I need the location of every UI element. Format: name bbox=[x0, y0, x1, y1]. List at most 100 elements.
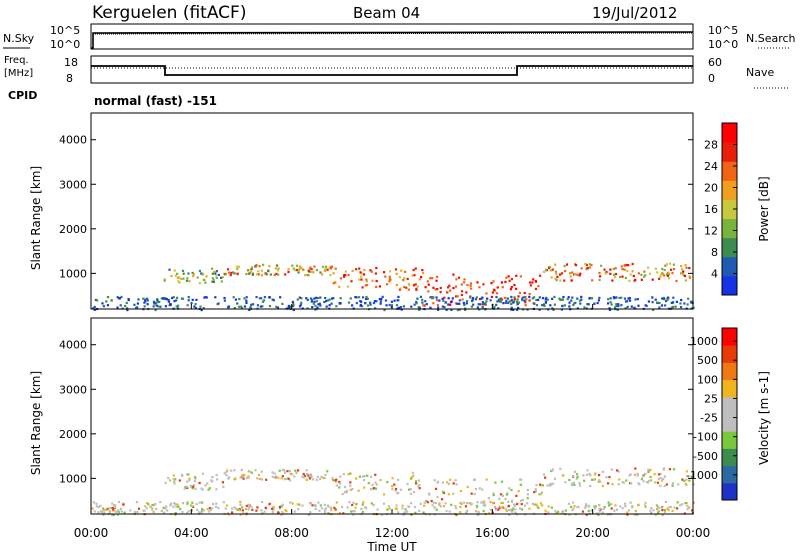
velocity-point bbox=[450, 503, 453, 506]
power-point bbox=[498, 300, 501, 303]
velocity-point bbox=[172, 477, 175, 481]
velocity-point bbox=[351, 510, 355, 513]
power-point bbox=[265, 273, 268, 276]
velocity-point bbox=[111, 506, 114, 510]
power-point bbox=[200, 308, 203, 312]
velocity-point bbox=[409, 477, 413, 480]
velocity-point bbox=[413, 505, 417, 509]
power-point bbox=[155, 304, 158, 307]
velocity-point bbox=[432, 501, 435, 504]
velocity-point bbox=[433, 506, 437, 509]
velocity-point bbox=[649, 475, 652, 479]
velocity-point bbox=[271, 510, 274, 514]
power-point bbox=[656, 301, 659, 304]
power-point bbox=[413, 274, 416, 277]
power-point bbox=[521, 297, 524, 300]
power-point bbox=[542, 303, 546, 306]
noise-panel-frame bbox=[90, 23, 694, 50]
power-point bbox=[381, 295, 384, 298]
velocity-point bbox=[442, 505, 446, 508]
velocity-point bbox=[169, 502, 173, 505]
nave-tick-top: 60 bbox=[708, 56, 722, 69]
power-point bbox=[524, 304, 527, 307]
power-point bbox=[332, 272, 335, 275]
power-point bbox=[245, 296, 248, 299]
power-point bbox=[538, 274, 542, 277]
velocity-point bbox=[684, 482, 687, 485]
power-point bbox=[499, 297, 502, 300]
velocity-point bbox=[349, 488, 352, 492]
velocity-point bbox=[631, 506, 634, 509]
power-point bbox=[497, 298, 501, 301]
velocity-point bbox=[571, 474, 575, 477]
power-point bbox=[445, 308, 448, 312]
velocity-point bbox=[280, 477, 283, 480]
power-point bbox=[666, 274, 670, 277]
velocity-point bbox=[346, 506, 349, 509]
velocity-point bbox=[260, 470, 263, 473]
power-point bbox=[162, 297, 166, 300]
velocity-point bbox=[302, 472, 305, 476]
power-point bbox=[277, 267, 280, 270]
velocity-point bbox=[333, 506, 336, 509]
power-point bbox=[380, 297, 383, 301]
power-point bbox=[403, 277, 406, 280]
velocity-point bbox=[97, 506, 100, 509]
power-point bbox=[579, 302, 582, 305]
velocity-point bbox=[671, 482, 675, 485]
power-point bbox=[411, 274, 414, 277]
power-point bbox=[551, 297, 554, 300]
power-point bbox=[164, 305, 167, 308]
power-point bbox=[687, 297, 690, 300]
colorbar-tick-label: 28 bbox=[704, 139, 718, 152]
power-point bbox=[177, 276, 181, 279]
velocity-point bbox=[338, 480, 341, 484]
power-point bbox=[365, 283, 369, 287]
power-point bbox=[469, 287, 473, 290]
power-point bbox=[441, 305, 444, 308]
power-point bbox=[365, 295, 368, 299]
freq-tick-top: 18 bbox=[64, 56, 78, 69]
velocity-point bbox=[137, 507, 141, 510]
power-point bbox=[329, 273, 332, 277]
velocity-point bbox=[564, 481, 567, 484]
power-point bbox=[471, 299, 474, 303]
power-point bbox=[439, 286, 442, 290]
power-point bbox=[427, 283, 430, 286]
velocity-point bbox=[245, 507, 248, 511]
power-point bbox=[546, 298, 549, 301]
velocity-point bbox=[506, 492, 509, 495]
colorbar-tick-label: 20 bbox=[704, 182, 718, 195]
power-point bbox=[94, 298, 97, 302]
velocity-point bbox=[186, 480, 189, 483]
power-point bbox=[328, 267, 331, 270]
power-point bbox=[558, 297, 561, 300]
power-point bbox=[586, 267, 589, 270]
nave-tick-bottom: 0 bbox=[708, 72, 715, 85]
power-point bbox=[297, 271, 300, 274]
velocity-point bbox=[353, 510, 356, 513]
power-point bbox=[658, 277, 661, 280]
power-point bbox=[507, 275, 510, 278]
velocity-point bbox=[573, 505, 576, 508]
power-point bbox=[344, 270, 347, 273]
power-point bbox=[523, 291, 526, 295]
velocity-point bbox=[296, 469, 300, 472]
power-point bbox=[454, 285, 458, 288]
power-point bbox=[516, 298, 519, 301]
power-point bbox=[493, 306, 496, 309]
velocity-point bbox=[265, 478, 268, 481]
velocity-point bbox=[278, 505, 282, 509]
power-point bbox=[187, 296, 190, 299]
velocity-point bbox=[324, 473, 327, 476]
velocity-point bbox=[106, 507, 109, 511]
power-point bbox=[172, 296, 175, 299]
velocity-point bbox=[366, 474, 369, 477]
colorbar-tick-label: -25 bbox=[700, 412, 718, 425]
velocity-point bbox=[508, 513, 511, 516]
power-point bbox=[313, 297, 316, 300]
velocity-point bbox=[626, 513, 629, 516]
power-point bbox=[613, 306, 617, 309]
velocity-point bbox=[239, 503, 242, 506]
